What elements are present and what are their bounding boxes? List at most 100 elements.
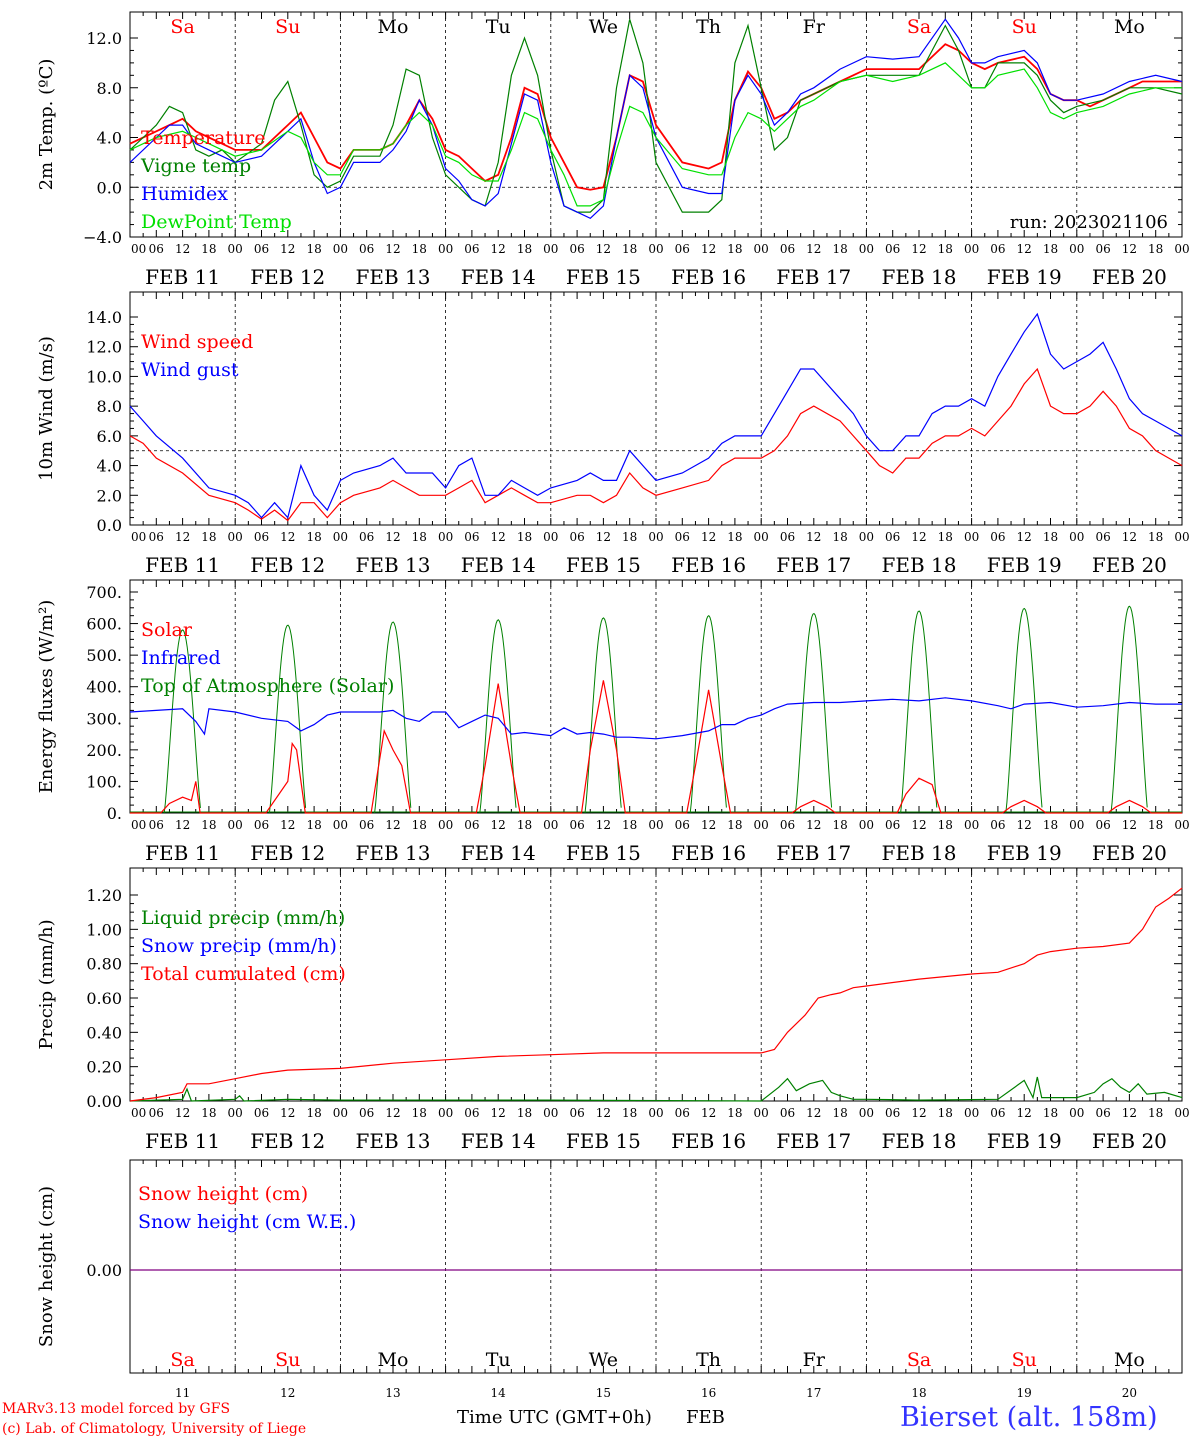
hour-tick-label: 00: [964, 242, 979, 256]
hour-tick-label: 12: [701, 818, 716, 832]
chart-panels: −4.0 0.0 4.0 8.0 12.0 2m Temp. (ºC) Temperatur…: [36, 11, 1190, 1400]
y-tick-label: 1.00: [86, 920, 122, 939]
hour-tick-label: 18: [201, 1106, 216, 1120]
date-label: FEB 17: [776, 265, 851, 289]
day-name-label: Mo: [378, 16, 409, 38]
hour-tick-label: 00: [333, 1106, 348, 1120]
hour-tick-label: 06: [149, 530, 164, 544]
y-tick-label: 12.0: [86, 338, 122, 357]
hour-tick-label: 12: [1017, 530, 1032, 544]
hour-tick-label: 06: [990, 818, 1005, 832]
hour-tick-label: 00: [543, 818, 558, 832]
hour-tick-label: 12: [280, 242, 295, 256]
panel-2: 0.0 2.0 4.0 6.0 8.0 10.0 12.0 14.0 10m Wind (m/s…: [36, 291, 1190, 577]
hour-tick-label: 18: [938, 1106, 953, 1120]
hour-tick-label: 18: [412, 818, 427, 832]
day-name-label: Th: [696, 16, 721, 38]
date-label: FEB 15: [566, 553, 641, 577]
legend-entry: Wind speed: [141, 331, 253, 353]
date-label: FEB 20: [1092, 265, 1167, 289]
run-annotation: run: 2023021106: [1010, 212, 1168, 233]
hour-tick-label: 00: [131, 242, 146, 256]
hour-tick-label: 12: [701, 530, 716, 544]
day-name-label: Su: [1012, 1349, 1037, 1371]
day-name-label: Sa: [170, 1349, 194, 1371]
hour-tick-label: 06: [780, 530, 795, 544]
hour-tick-label: 18: [201, 530, 216, 544]
y-tick-label: 0.80: [86, 955, 122, 974]
hour-tick-label: 06: [359, 530, 374, 544]
date-label: FEB 13: [356, 553, 431, 577]
date-label: FEB 20: [1092, 1129, 1167, 1153]
hour-tick-label: 18: [412, 242, 427, 256]
hour-tick-label: 12: [385, 530, 400, 544]
day-name-label: Su: [1012, 16, 1037, 38]
date-label: FEB 12: [250, 265, 325, 289]
day-number-label: 17: [806, 1386, 821, 1400]
y-tick-label: 8.0: [97, 79, 122, 98]
date-label: FEB 16: [671, 265, 746, 289]
hour-tick-label: 00: [131, 1106, 146, 1120]
time-axis-label: Time UTC (GMT+0h): [457, 1407, 652, 1428]
hour-tick-label: 00: [1069, 530, 1084, 544]
day-name-label: Su: [275, 16, 300, 38]
hour-tick-label: 00: [1174, 530, 1189, 544]
series-line-infrared: [129, 697, 1182, 740]
date-label: FEB 19: [987, 1129, 1062, 1153]
hour-tick-label: 18: [306, 530, 321, 544]
hour-tick-label: 12: [175, 1106, 190, 1120]
hour-tick-label: 12: [806, 818, 821, 832]
hour-tick-label: 00: [859, 1106, 874, 1120]
y-tick-label: 600.: [86, 615, 122, 634]
hour-tick-label: 18: [1043, 818, 1058, 832]
day-number-label: 11: [175, 1386, 190, 1400]
y-tick-label: 200.: [86, 741, 122, 760]
y-tick-label: 0.40: [86, 1023, 122, 1042]
legend-entry: Vigne temp: [140, 155, 251, 177]
day-number-label: 16: [701, 1386, 716, 1400]
hour-tick-label: 00: [1174, 242, 1189, 256]
date-label: FEB 16: [671, 841, 746, 865]
hour-tick-label: 12: [806, 242, 821, 256]
hour-tick-label: 18: [938, 242, 953, 256]
series-line-total-cumulated-cm-: [129, 887, 1183, 1102]
hour-tick-label: 18: [306, 1106, 321, 1120]
hour-tick-label: 06: [675, 530, 690, 544]
hour-tick-label: 06: [254, 818, 269, 832]
hour-tick-label: 00: [754, 1106, 769, 1120]
hour-tick-label: 18: [727, 530, 742, 544]
hour-tick-label: 00: [754, 818, 769, 832]
date-label: FEB 13: [356, 1129, 431, 1153]
date-label: FEB 19: [987, 841, 1062, 865]
hour-tick-label: 00: [438, 1106, 453, 1120]
y-tick-label: 100.: [86, 772, 122, 791]
hour-tick-label: 06: [1095, 1106, 1110, 1120]
hour-tick-label: 12: [911, 818, 926, 832]
y-axis-label: 2m Temp. (ºC): [36, 59, 57, 191]
y-tick-label: 0.20: [86, 1058, 122, 1077]
hour-tick-label: 18: [832, 530, 847, 544]
hour-tick-label: 06: [254, 530, 269, 544]
date-label: FEB 18: [882, 1129, 957, 1153]
hour-tick-label: 18: [622, 1106, 637, 1120]
hour-tick-label: 00: [543, 242, 558, 256]
date-label: FEB 19: [987, 553, 1062, 577]
hour-tick-label: 18: [1148, 242, 1163, 256]
day-name-label: Fr: [803, 1349, 826, 1371]
day-name-label: Tu: [486, 1349, 511, 1371]
hour-tick-label: 00: [648, 818, 663, 832]
hour-tick-label: 00: [859, 242, 874, 256]
hour-tick-label: 18: [412, 530, 427, 544]
legend-entry: Snow height (cm W.E.): [138, 1211, 356, 1233]
hour-tick-label: 12: [491, 530, 506, 544]
series-line-dewpoint-temp: [129, 62, 1182, 207]
hour-tick-label: 18: [1043, 530, 1058, 544]
hour-tick-label: 12: [280, 530, 295, 544]
date-label: FEB 11: [145, 553, 220, 577]
hour-tick-label: 06: [359, 818, 374, 832]
hour-tick-label: 00: [754, 530, 769, 544]
day-name-label: Sa: [907, 16, 931, 38]
hour-tick-label: 12: [701, 1106, 716, 1120]
date-label: FEB 15: [566, 1129, 641, 1153]
hour-tick-label: 12: [385, 242, 400, 256]
